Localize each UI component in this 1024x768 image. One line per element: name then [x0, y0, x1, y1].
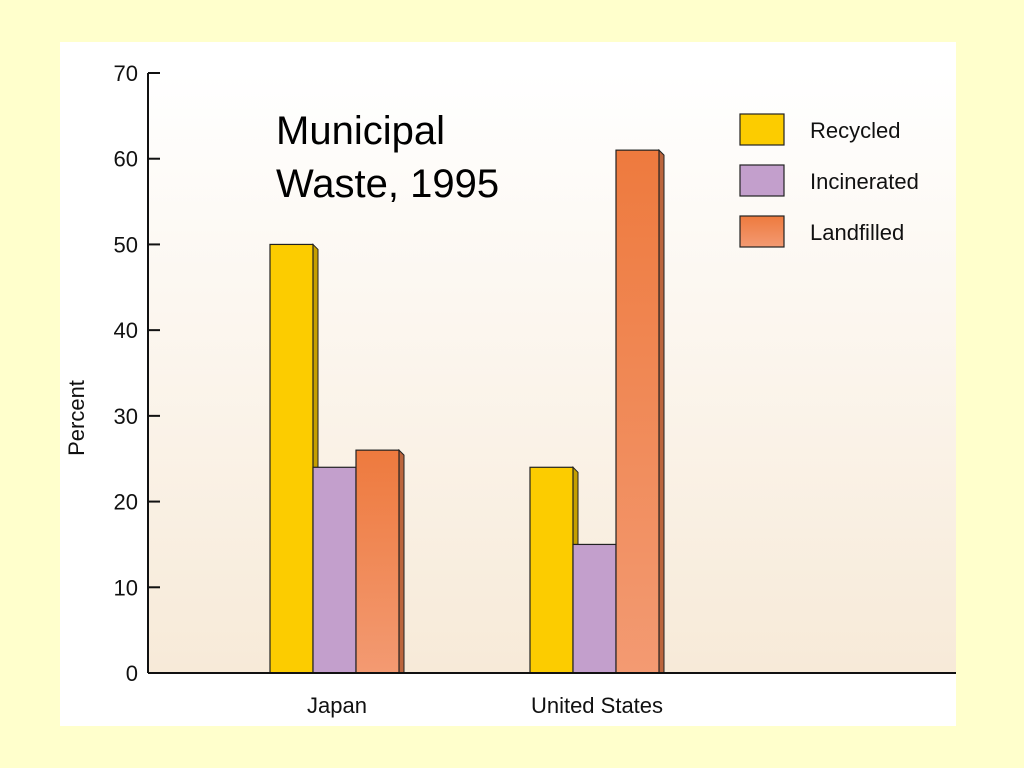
legend-item: Incinerated — [739, 164, 919, 197]
legend-item: Landfilled — [739, 215, 904, 248]
legend-label: Landfilled — [810, 220, 904, 245]
chart-title-line-2: Waste, 1995 — [276, 162, 499, 206]
bar-side-landfilled — [658, 148, 665, 674]
bar-landfilled-japan — [355, 449, 400, 674]
y-tick-label: 70 — [114, 61, 138, 86]
y-tick-label: 10 — [114, 575, 138, 600]
legend-swatch — [739, 113, 785, 146]
y-tick-label: 20 — [114, 490, 138, 515]
bar-incinerated-united-states — [572, 543, 617, 674]
legend-swatch — [739, 164, 785, 197]
bar-landfilled-united-states — [615, 149, 660, 674]
chart-title-line-1: Municipal — [276, 109, 445, 153]
x-category-label: Japan — [307, 693, 367, 718]
bars — [269, 148, 665, 674]
y-axis-title: Percent — [64, 380, 89, 456]
bar-recycled-united-states — [529, 466, 574, 674]
legend: Recycled Incinerated Landfilled — [739, 113, 919, 248]
legend-item: Recycled — [739, 113, 900, 146]
y-tick-label: 40 — [114, 318, 138, 343]
x-axis: Japan United States — [148, 672, 956, 718]
x-category-label: United States — [531, 693, 663, 718]
bar-chart: 0 10 20 30 40 50 60 70 Japan United States Perce… — [64, 61, 956, 718]
y-axis: 0 10 20 30 40 50 60 70 — [114, 61, 160, 686]
bar-recycled-japan — [269, 243, 314, 674]
y-tick-label: 30 — [114, 404, 138, 429]
y-tick-label: 50 — [114, 232, 138, 257]
bar-side-landfilled — [398, 448, 405, 674]
bar-incinerated-japan — [312, 466, 357, 674]
y-tick-label: 60 — [114, 147, 138, 172]
y-tick-label: 0 — [126, 661, 138, 686]
legend-label: Incinerated — [810, 169, 919, 194]
legend-label: Recycled — [810, 118, 900, 143]
legend-swatch — [739, 215, 785, 248]
chart-panel: 0 10 20 30 40 50 60 70 Japan United States Perce… — [60, 42, 956, 726]
